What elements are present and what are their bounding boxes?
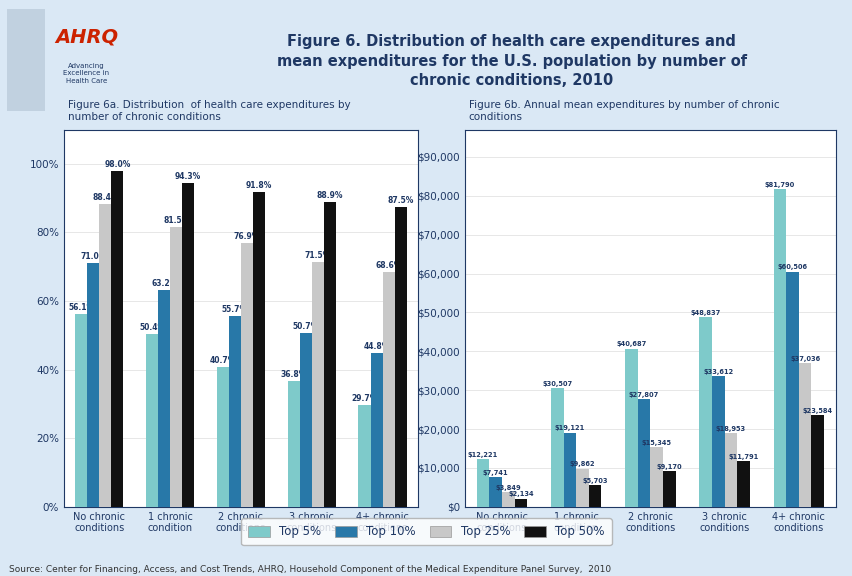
Bar [158,290,170,507]
Bar [576,468,588,507]
Bar [170,228,182,507]
Bar [228,316,240,507]
Text: $5,703: $5,703 [582,478,607,483]
Bar [724,433,736,507]
Bar [625,348,637,507]
Text: $9,170: $9,170 [656,464,682,470]
Bar [299,333,312,507]
Bar [7,9,44,111]
Bar [514,499,527,507]
Bar [324,202,336,507]
Bar [588,484,601,507]
Text: $3,849: $3,849 [495,485,521,491]
Bar [216,367,228,507]
Text: 76.9%: 76.9% [233,232,260,241]
Text: 36.8%: 36.8% [280,370,307,378]
Text: 71.5%: 71.5% [304,251,331,260]
Bar [358,405,370,507]
Bar [87,263,99,507]
Bar [736,461,749,507]
Bar [550,388,563,507]
Bar [773,189,786,507]
Text: 87.5%: 87.5% [387,196,413,204]
Text: 81.5%: 81.5% [163,217,189,225]
Bar [711,376,724,507]
Text: $30,507: $30,507 [542,381,572,387]
Bar [75,314,87,507]
Text: $40,687: $40,687 [616,342,646,347]
Bar [112,170,124,507]
Text: Source: Center for Financing, Access, and Cost Trends, AHRQ, Household Component: Source: Center for Financing, Access, an… [9,564,610,574]
Bar [501,492,514,507]
Bar [649,447,662,507]
Text: 88.4%: 88.4% [92,192,118,202]
Bar [99,204,112,507]
Bar [394,207,406,507]
Text: $12,221: $12,221 [468,452,498,458]
Legend: Top 5%, Top 10%, Top 25%, Top 50%: Top 5%, Top 10%, Top 25%, Top 50% [241,518,611,545]
Text: 98.0%: 98.0% [104,160,130,169]
Text: $23,584: $23,584 [802,408,832,414]
Text: $37,036: $37,036 [789,355,820,362]
Text: Advancing
Excellence in
Health Care: Advancing Excellence in Health Care [63,63,109,84]
Bar [253,192,265,507]
Bar [699,317,711,507]
Text: $81,790: $81,790 [764,181,794,188]
Text: 63.2%: 63.2% [151,279,177,288]
Text: 29.7%: 29.7% [351,394,377,403]
Bar [370,353,382,507]
Text: 50.4%: 50.4% [139,323,165,332]
Text: 94.3%: 94.3% [175,172,201,181]
Text: $9,862: $9,862 [569,461,595,467]
Text: 44.8%: 44.8% [363,342,389,351]
Bar [489,477,501,507]
Bar [240,243,253,507]
Bar [287,381,299,507]
Text: 55.7%: 55.7% [222,305,248,314]
Bar [382,272,394,507]
Text: $2,134: $2,134 [508,491,533,498]
Text: Figure 6. Distribution of health care expenditures and
mean expenditures for the: Figure 6. Distribution of health care ex… [276,34,746,88]
Text: $27,807: $27,807 [628,392,659,397]
Bar [662,471,675,507]
Text: $19,121: $19,121 [554,425,584,431]
Text: 88.9%: 88.9% [316,191,343,200]
Text: 68.6%: 68.6% [375,260,401,270]
Text: $15,345: $15,345 [641,440,671,446]
Text: Figure 6a. Distribution  of health care expenditures by
number of chronic condit: Figure 6a. Distribution of health care e… [67,100,349,122]
Text: 40.7%: 40.7% [210,356,236,365]
Text: AHRQ: AHRQ [55,28,118,47]
Bar [637,399,649,507]
Text: $60,506: $60,506 [776,264,807,270]
Text: $18,953: $18,953 [715,426,746,432]
Bar [182,183,194,507]
Bar [312,262,324,507]
Text: $7,741: $7,741 [482,469,508,476]
Bar [797,363,810,507]
Text: 91.8%: 91.8% [245,181,272,190]
Bar [476,459,489,507]
Text: 50.7%: 50.7% [292,322,319,331]
Bar [810,415,823,507]
Text: $48,837: $48,837 [690,310,720,316]
Bar [146,334,158,507]
Text: $33,612: $33,612 [702,369,733,375]
Text: 71.0%: 71.0% [80,252,106,262]
Bar [563,433,576,507]
Text: Figure 6b. Annual mean expenditures by number of chronic
conditions: Figure 6b. Annual mean expenditures by n… [468,100,779,122]
Text: 56.1%: 56.1% [68,304,95,312]
Text: $11,791: $11,791 [728,454,757,460]
Bar [786,271,797,507]
